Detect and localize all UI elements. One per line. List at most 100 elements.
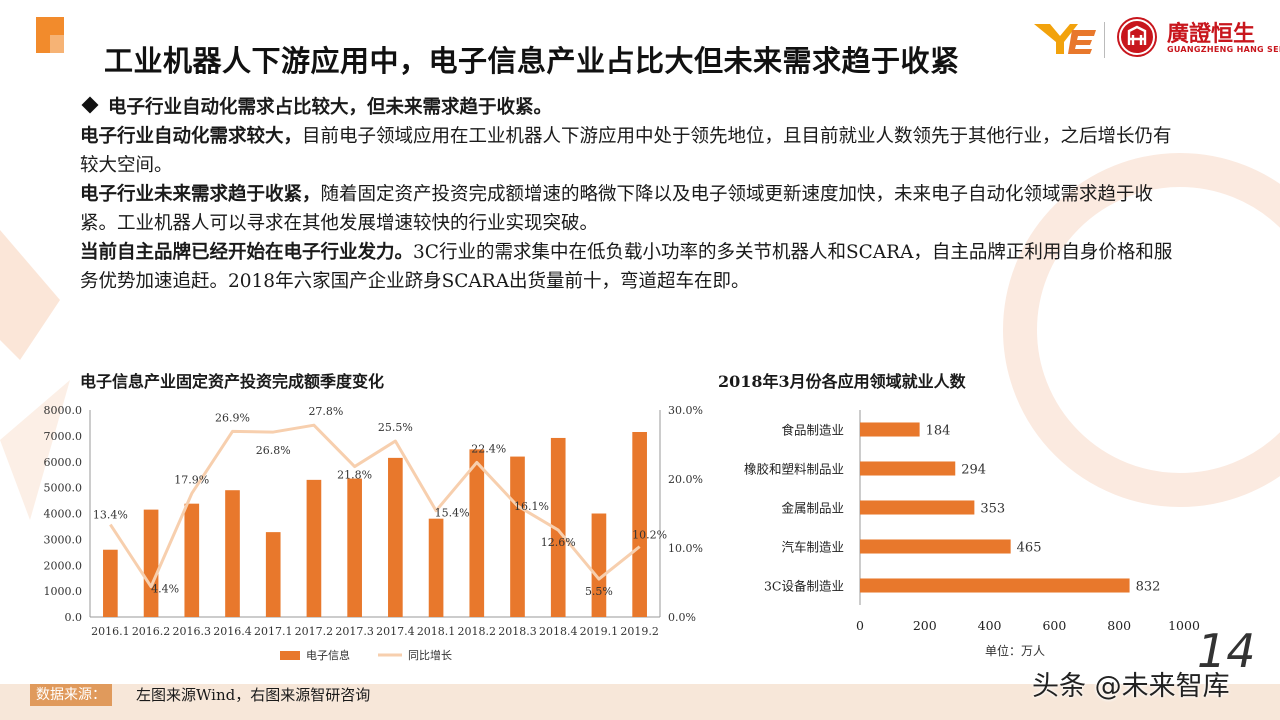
p2-bold: 电子行业未来需求趋于收紧， [80, 184, 321, 205]
growth-data-label: 26.8% [256, 444, 291, 457]
category-label: 金属制品业 [781, 501, 844, 516]
headline-bullet: 电子行业自动化需求占比较大，但未来需求趋于收紧。 [80, 93, 1180, 122]
hbar [860, 578, 1130, 593]
bar [510, 456, 525, 617]
bar [225, 490, 240, 617]
hbar [860, 422, 920, 437]
p1-text: 目前电子领域应用在工业机器人下游应用中处于领先地位，且目前就业人数领先于其他行业… [80, 126, 1172, 176]
left-y-tick-label: 5000.0 [44, 482, 83, 495]
hbar [860, 539, 1011, 554]
left-y-tick-label: 1000.0 [44, 585, 83, 598]
category-label: 食品制造业 [781, 423, 844, 438]
right-chart-title: 2018年3月份各应用领域就业人数 [718, 372, 966, 391]
growth-data-label: 16.1% [514, 500, 549, 513]
x-tick-label: 2019.2 [620, 625, 659, 638]
x-tick-label: 0 [856, 618, 864, 633]
p1-bold: 电子行业自动化需求较大， [80, 126, 303, 147]
paragraph-2: 电子行业未来需求趋于收紧，随着固定资产投资完成额增速的略微下降以及电子领域更新速… [80, 180, 1180, 238]
left-y-tick-label: 7000.0 [44, 430, 83, 443]
x-tick-label: 1000 [1168, 618, 1200, 633]
source-label: 数据来源： [30, 684, 112, 706]
paragraph-3: 当前自主品牌已经开始在电子行业发力。3C行业的需求集中在低负载小功率的多关节机器… [80, 238, 1180, 296]
x-tick-label: 2017.1 [254, 625, 293, 638]
growth-data-label: 17.9% [174, 473, 209, 486]
bar [550, 437, 566, 617]
bar [591, 513, 607, 617]
x-tick-label: 2017.2 [295, 625, 334, 638]
right-y-tick-label: 20.0% [668, 473, 703, 486]
left-y-tick-label: 8000.0 [44, 404, 83, 417]
x-tick-label: 2017.4 [376, 625, 415, 638]
bar [306, 479, 322, 617]
left-y-tick-label: 4000.0 [44, 508, 83, 521]
growth-line [109, 423, 641, 589]
x-tick-label: 2019.1 [580, 625, 619, 638]
hbar-value-label: 353 [980, 502, 1005, 517]
right-bar-chart: 食品制造业 184 橡胶和塑料制品业 294 金属制品业 353 汽车制造业 465 3C设备制… [744, 410, 1200, 658]
category-label: 汽车制造业 [781, 540, 844, 555]
x-tick-label: 2018.4 [539, 625, 578, 638]
slide-title: 工业机器人下游应用中，电子信息产业占比大但未来需求趋于收紧 [104, 44, 960, 78]
page-number: 14 [1197, 624, 1256, 678]
growth-data-label: 27.8% [308, 405, 343, 418]
x-tick-label: 800 [1107, 618, 1131, 633]
bar [103, 549, 118, 617]
left-chart-title: 电子信息产业固定资产投资完成额季度变化 [80, 372, 385, 391]
legend-line-label: 同比增长 [408, 648, 452, 662]
ye-logo-icon [1034, 24, 1096, 54]
p3-text: 3C行业的需求集中在低负载小功率的多关节机器人和SCARA，自主品牌正利用自身价… [80, 242, 1173, 292]
growth-data-label: 26.9% [215, 411, 250, 424]
bar [428, 518, 444, 617]
x-tick-label: 2018.2 [458, 625, 497, 638]
category-label: 3C设备制造业 [764, 579, 844, 594]
hbar-value-label: 184 [926, 424, 951, 439]
watermark-text: 头条 @未来智库 [1032, 671, 1230, 702]
title-accent-mark [36, 17, 64, 53]
p3-bold: 当前自主品牌已经开始在电子行业发力。 [80, 242, 414, 263]
growth-data-label: 12.6% [541, 536, 576, 549]
growth-data-label: 5.5% [585, 585, 613, 598]
growth-data-label: 25.5% [378, 421, 413, 434]
footer-bar [0, 684, 1280, 720]
left-y-tick-label: 3000.0 [44, 533, 83, 546]
legend-bar-label: 电子信息 [306, 648, 350, 662]
hbar-value-label: 294 [961, 463, 986, 478]
bar [184, 503, 200, 617]
left-y-tick-label: 0.0 [65, 611, 83, 624]
company-name-cn: 廣證恒生 [1167, 22, 1256, 47]
category-label: 橡胶和塑料制品业 [744, 462, 844, 477]
logo-divider [1104, 22, 1105, 58]
hbar-value-label: 465 [1017, 541, 1042, 556]
growth-data-label: 4.4% [151, 583, 179, 596]
growth-data-label: 22.4% [471, 442, 506, 455]
company-name-en: GUANGZHENG HANG SENG [1167, 45, 1280, 54]
diamond-bullet-icon [81, 96, 99, 114]
left-combo-chart: 0.0 1000.0 2000.0 3000.0 4000.0 5000.0 6000.0 7… [44, 404, 703, 662]
unit-note: 单位：万人 [985, 643, 1045, 658]
bar [347, 478, 362, 617]
right-y-tick-label: 0.0% [668, 611, 696, 624]
bar [265, 532, 281, 617]
x-tick-label: 200 [913, 618, 937, 633]
x-tick-label: 2016.3 [173, 625, 212, 638]
growth-data-label: 10.2% [632, 529, 667, 542]
x-tick-label: 2018.3 [498, 625, 537, 638]
x-tick-label: 2016.4 [213, 625, 252, 638]
hbar [860, 461, 956, 476]
source-text: 左图来源Wind，右图来源智研咨询 [136, 686, 371, 704]
p2-text: 随着固定资产投资完成额增速的略微下降以及电子领域更新速度加快，未来电子自动化领域… [80, 184, 1154, 234]
growth-data-label: 15.4% [435, 507, 470, 520]
x-tick-label: 2018.1 [417, 625, 456, 638]
growth-data-label: 13.4% [93, 509, 128, 522]
left-y-tick-label: 6000.0 [44, 456, 83, 469]
bar [388, 457, 403, 617]
company-seal-icon [1117, 17, 1157, 57]
x-tick-label: 2016.1 [91, 625, 130, 638]
x-tick-label: 400 [978, 618, 1002, 633]
x-tick-label: 600 [1042, 618, 1066, 633]
paragraph-1: 电子行业自动化需求较大，目前电子领域应用在工业机器人下游应用中处于领先地位，且目… [80, 122, 1180, 180]
left-y-tick-label: 2000.0 [44, 559, 83, 572]
right-y-tick-label: 30.0% [668, 404, 703, 417]
x-tick-label: 2016.2 [132, 625, 171, 638]
